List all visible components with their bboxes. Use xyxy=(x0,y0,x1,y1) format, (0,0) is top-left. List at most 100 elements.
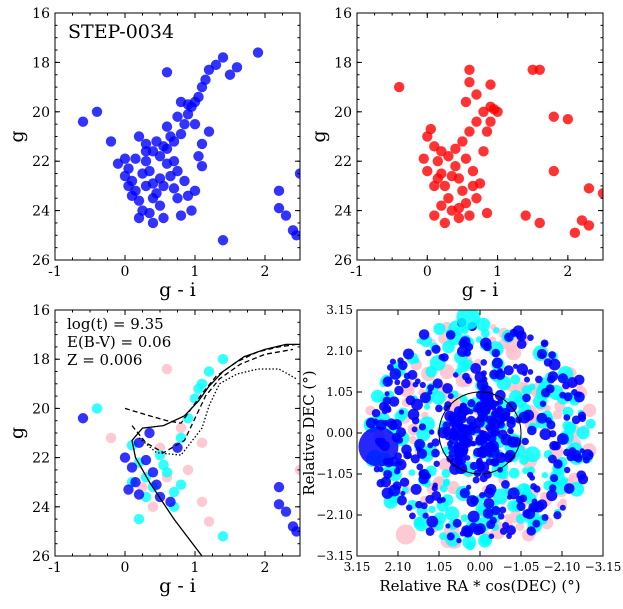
data-point-stars xyxy=(548,111,559,122)
sky-map-panel: 3.15 2.10 1.05 0.00 −1.05 −2.10 −3.153.152.101… xyxy=(300,303,621,595)
sky-point-blue xyxy=(431,448,440,458)
data-point-pink xyxy=(147,501,159,512)
data-point-stars xyxy=(453,212,465,224)
sky-point-blue xyxy=(578,414,587,422)
sky-point-cyan xyxy=(428,505,436,514)
x-tick-label: 2.10 xyxy=(385,560,412,574)
data-point-stars xyxy=(569,227,581,239)
x-tick-label: -1 xyxy=(48,264,62,280)
data-point-stars xyxy=(464,210,475,221)
sky-point-blue xyxy=(405,504,413,511)
data-point-cyan xyxy=(182,413,194,424)
sky-point-blue xyxy=(479,491,486,499)
sky-point-blue xyxy=(508,417,516,425)
data-point-stars xyxy=(450,160,461,172)
data-point-stars xyxy=(231,62,243,73)
sky-point-blue xyxy=(553,511,562,520)
sky-point-blue xyxy=(557,433,569,445)
data-point-pink xyxy=(105,432,117,444)
sky-point-blue xyxy=(365,417,377,429)
sky-point-blue xyxy=(378,401,389,412)
data-point-cyan xyxy=(175,479,187,490)
sky-point-blue xyxy=(491,429,499,437)
data-point-stars xyxy=(91,106,103,118)
data-point-stars xyxy=(147,193,159,204)
sky-point-blue xyxy=(431,438,440,447)
y-tick-label: 18 xyxy=(334,55,352,71)
sky-point-blue xyxy=(431,485,438,492)
sky-point-blue xyxy=(437,426,449,439)
x-tick-label: 0 xyxy=(121,264,130,280)
sky-point-blue xyxy=(418,329,430,340)
y-tick-label: 26 xyxy=(334,253,352,269)
data-point-stars xyxy=(147,217,159,229)
sky-point-blue xyxy=(466,495,479,507)
sky-point-blue xyxy=(440,497,446,503)
data-point-stars xyxy=(161,67,173,78)
sky-point-blue xyxy=(485,441,496,453)
data-point-stars xyxy=(77,116,89,127)
sky-point-cyan xyxy=(413,357,420,364)
sky-point-blue xyxy=(481,395,492,405)
sky-point-blue xyxy=(518,411,531,424)
sky-point-blue xyxy=(404,451,412,459)
sky-point-cyan xyxy=(524,446,541,463)
sky-point-blue xyxy=(506,533,512,539)
sky-point-blue xyxy=(440,353,449,362)
data-point-blue xyxy=(291,526,300,537)
sky-point-blue xyxy=(466,484,472,490)
sky-point-blue xyxy=(428,429,435,435)
x-tick-label: 0.00 xyxy=(467,560,494,574)
sky-point-blue xyxy=(452,372,459,378)
data-point-stars xyxy=(457,185,468,197)
sky-point-blue xyxy=(411,426,418,433)
sky-large-marker xyxy=(358,426,399,467)
sky-point-blue xyxy=(531,498,538,505)
data-point-blue xyxy=(133,437,145,449)
sky-point-blue xyxy=(501,479,510,489)
sky-point-blue xyxy=(483,497,495,509)
sky-point-cyan xyxy=(480,328,490,338)
sky-point-blue xyxy=(456,345,469,358)
sky-point-blue xyxy=(516,495,524,504)
x-tick-label: 1.05 xyxy=(426,560,453,574)
sky-point-blue xyxy=(477,447,488,459)
sky-point-blue xyxy=(491,357,503,369)
data-point-stars xyxy=(189,118,201,130)
sky-point-blue xyxy=(549,440,559,451)
sky-point-blue xyxy=(476,457,483,465)
sky-point-blue xyxy=(449,457,460,468)
isochrone-parameter: log(t) = 9.35 xyxy=(67,315,164,333)
cmd-panel-isochrone: -1 0 1 2 16 18 20 22 24 26 g - i g log(t) = 9.35E(B-… xyxy=(6,303,301,597)
data-point-stars xyxy=(196,160,208,172)
sky-point-blue xyxy=(392,481,402,491)
isochrone-parameter: E(B-V) = 0.06 xyxy=(67,333,171,351)
data-point-stars xyxy=(210,59,222,71)
data-point-stars xyxy=(179,175,190,187)
sky-point-blue xyxy=(409,512,416,520)
data-point-stars xyxy=(158,180,169,192)
sky-point-blue xyxy=(490,457,499,467)
y-tick-label: −3.15 xyxy=(316,549,353,563)
data-point-blue xyxy=(126,462,138,473)
y-tick-label: −2.10 xyxy=(316,508,353,522)
sky-point-blue xyxy=(396,495,407,506)
sky-point-blue xyxy=(535,375,543,384)
sky-point-blue xyxy=(411,416,420,425)
data-point-stars xyxy=(130,153,141,164)
data-point-stars xyxy=(481,126,493,137)
data-point-pink xyxy=(196,496,208,508)
sky-point-cyan xyxy=(509,389,523,404)
sky-point-blue xyxy=(541,514,549,522)
data-point-stars xyxy=(133,212,145,224)
data-point-stars xyxy=(471,193,482,204)
data-point-stars xyxy=(203,126,215,137)
sky-point-blue xyxy=(494,369,506,381)
y-tick-label: 18 xyxy=(32,55,50,71)
sky-point-blue xyxy=(398,409,405,415)
sky-point-blue xyxy=(484,487,495,499)
data-point-stars xyxy=(168,156,180,167)
sky-point-cyan xyxy=(522,467,529,475)
sky-point-cyan xyxy=(444,506,460,521)
data-point-stars xyxy=(165,131,176,142)
